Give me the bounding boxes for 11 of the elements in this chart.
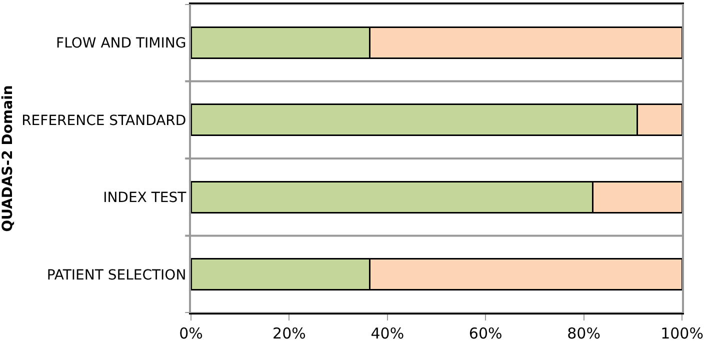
y-axis-title: QUADAS-2 Domain — [0, 85, 16, 232]
y-tick-label: FLOW AND TIMING — [56, 36, 186, 52]
y-tick-label: PATIENT SELECTION — [46, 267, 186, 284]
x-tick-label: 60% — [468, 324, 502, 342]
x-tick-label: 80% — [567, 324, 600, 342]
x-tick-label: 40% — [370, 324, 404, 342]
x-tick-label: 100% — [660, 324, 704, 342]
y-tick-label: INDEX TEST — [103, 190, 187, 206]
x-tick-label: 20% — [272, 324, 306, 342]
y-tick-label: REFERENCE STANDARD — [22, 112, 186, 129]
x-tick-label: 0% — [179, 324, 203, 342]
